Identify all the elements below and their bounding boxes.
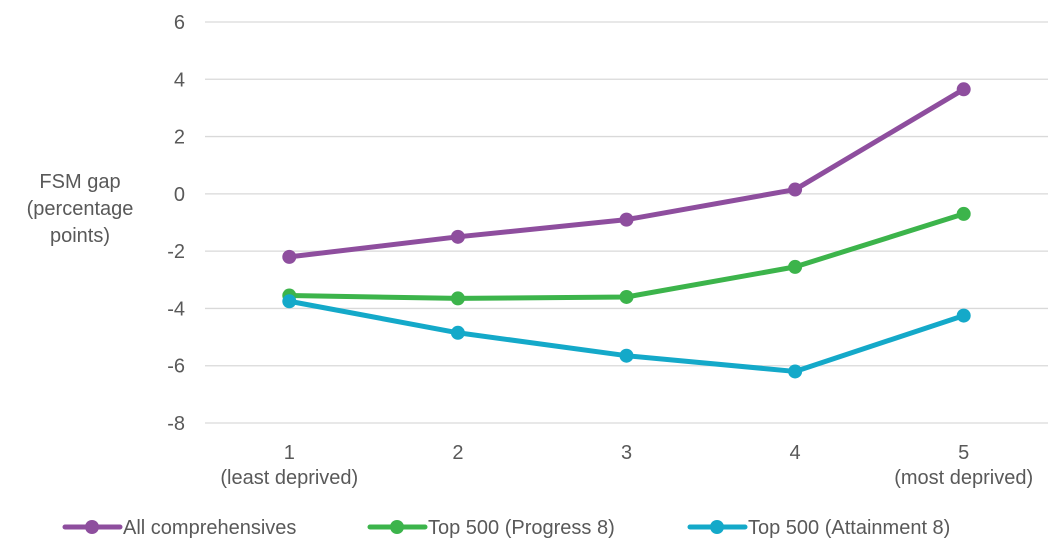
y-tick-label: -2 bbox=[167, 241, 185, 263]
data-point bbox=[956, 308, 971, 323]
data-point bbox=[788, 259, 803, 274]
data-point bbox=[450, 229, 465, 244]
data-point bbox=[619, 289, 634, 304]
legend-label: Top 500 (Attainment 8) bbox=[748, 517, 950, 539]
x-tick-sublabel: (most deprived) bbox=[894, 467, 1033, 489]
data-point bbox=[282, 294, 297, 309]
x-tick-label: 5 bbox=[958, 442, 969, 464]
legend-swatch-marker bbox=[85, 520, 99, 534]
y-tick-label: -8 bbox=[167, 413, 185, 435]
data-point bbox=[788, 364, 803, 379]
y-tick-label: 6 bbox=[174, 12, 185, 34]
x-tick-sublabel: (least deprived) bbox=[220, 467, 358, 489]
series-line-0 bbox=[286, 86, 967, 260]
data-point bbox=[450, 325, 465, 340]
y-axis-title-line: (percentage bbox=[27, 198, 134, 220]
legend-swatch-marker bbox=[710, 520, 724, 534]
y-tick-label: 0 bbox=[174, 184, 185, 206]
y-tick-label: -6 bbox=[167, 356, 185, 378]
legend-label: Top 500 (Progress 8) bbox=[428, 517, 615, 539]
axes: -8 -6 -4 -2 0 2 4 6 1 (least deprived) 2 3 4 5 (most d… bbox=[167, 12, 1033, 489]
data-point bbox=[282, 249, 297, 264]
y-axis-title-line: points) bbox=[50, 225, 110, 247]
x-tick-label: 2 bbox=[452, 442, 463, 464]
y-tick-label: 2 bbox=[174, 127, 185, 149]
data-point bbox=[619, 348, 634, 363]
legend: All comprehensives Top 500 (Progress 8) To… bbox=[62, 517, 950, 539]
y-tick-label: 4 bbox=[174, 69, 185, 91]
legend-swatch-marker bbox=[390, 520, 404, 534]
y-axis-title: FSM gap (percentage points) bbox=[27, 171, 134, 247]
y-tick-label: -4 bbox=[167, 298, 185, 320]
data-point bbox=[956, 82, 971, 97]
data-point bbox=[619, 212, 634, 227]
data-point bbox=[450, 291, 465, 306]
series-lines bbox=[282, 82, 971, 379]
legend-label: All comprehensives bbox=[123, 517, 296, 539]
x-tick-label: 4 bbox=[790, 442, 801, 464]
data-point bbox=[788, 182, 803, 197]
data-point bbox=[956, 206, 971, 221]
y-axis-title-line: FSM gap bbox=[39, 171, 120, 193]
x-tick-label: 1 bbox=[284, 442, 295, 464]
x-tick-label: 3 bbox=[621, 442, 632, 464]
